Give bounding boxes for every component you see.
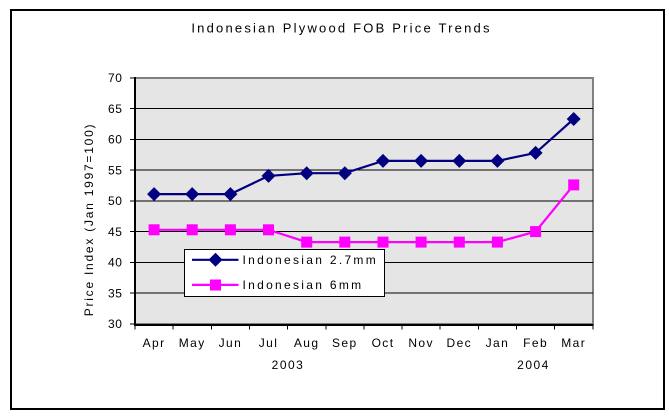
svg-text:Aug: Aug <box>294 336 320 350</box>
svg-text:Indonesian 2.7mm: Indonesian 2.7mm <box>243 253 379 267</box>
svg-text:Dec: Dec <box>447 336 473 350</box>
svg-text:May: May <box>179 336 206 350</box>
svg-text:45: 45 <box>108 225 123 239</box>
svg-text:55: 55 <box>108 163 123 177</box>
svg-text:Indonesian 6mm: Indonesian 6mm <box>243 278 364 292</box>
svg-text:35: 35 <box>108 286 123 300</box>
svg-text:2004: 2004 <box>517 358 550 372</box>
svg-text:Apr: Apr <box>143 336 166 350</box>
svg-text:Price Index (Jan 1997=100): Price Index (Jan 1997=100) <box>82 123 96 317</box>
svg-text:Mar: Mar <box>561 336 586 350</box>
svg-text:65: 65 <box>108 102 123 116</box>
svg-text:Nov: Nov <box>408 336 434 350</box>
svg-text:30: 30 <box>108 317 123 331</box>
svg-text:Sep: Sep <box>332 336 358 350</box>
svg-text:Indonesian Plywood FOB Price T: Indonesian Plywood FOB Price Trends <box>191 21 491 36</box>
svg-text:70: 70 <box>108 71 123 85</box>
svg-text:Jan: Jan <box>486 336 510 350</box>
svg-text:2003: 2003 <box>272 358 305 372</box>
svg-text:60: 60 <box>108 133 123 147</box>
svg-text:Jun: Jun <box>219 336 243 350</box>
svg-text:Feb: Feb <box>523 336 548 350</box>
svg-text:40: 40 <box>108 256 123 270</box>
svg-text:50: 50 <box>108 194 123 208</box>
svg-text:Jul: Jul <box>259 336 279 350</box>
svg-text:Oct: Oct <box>372 336 395 350</box>
